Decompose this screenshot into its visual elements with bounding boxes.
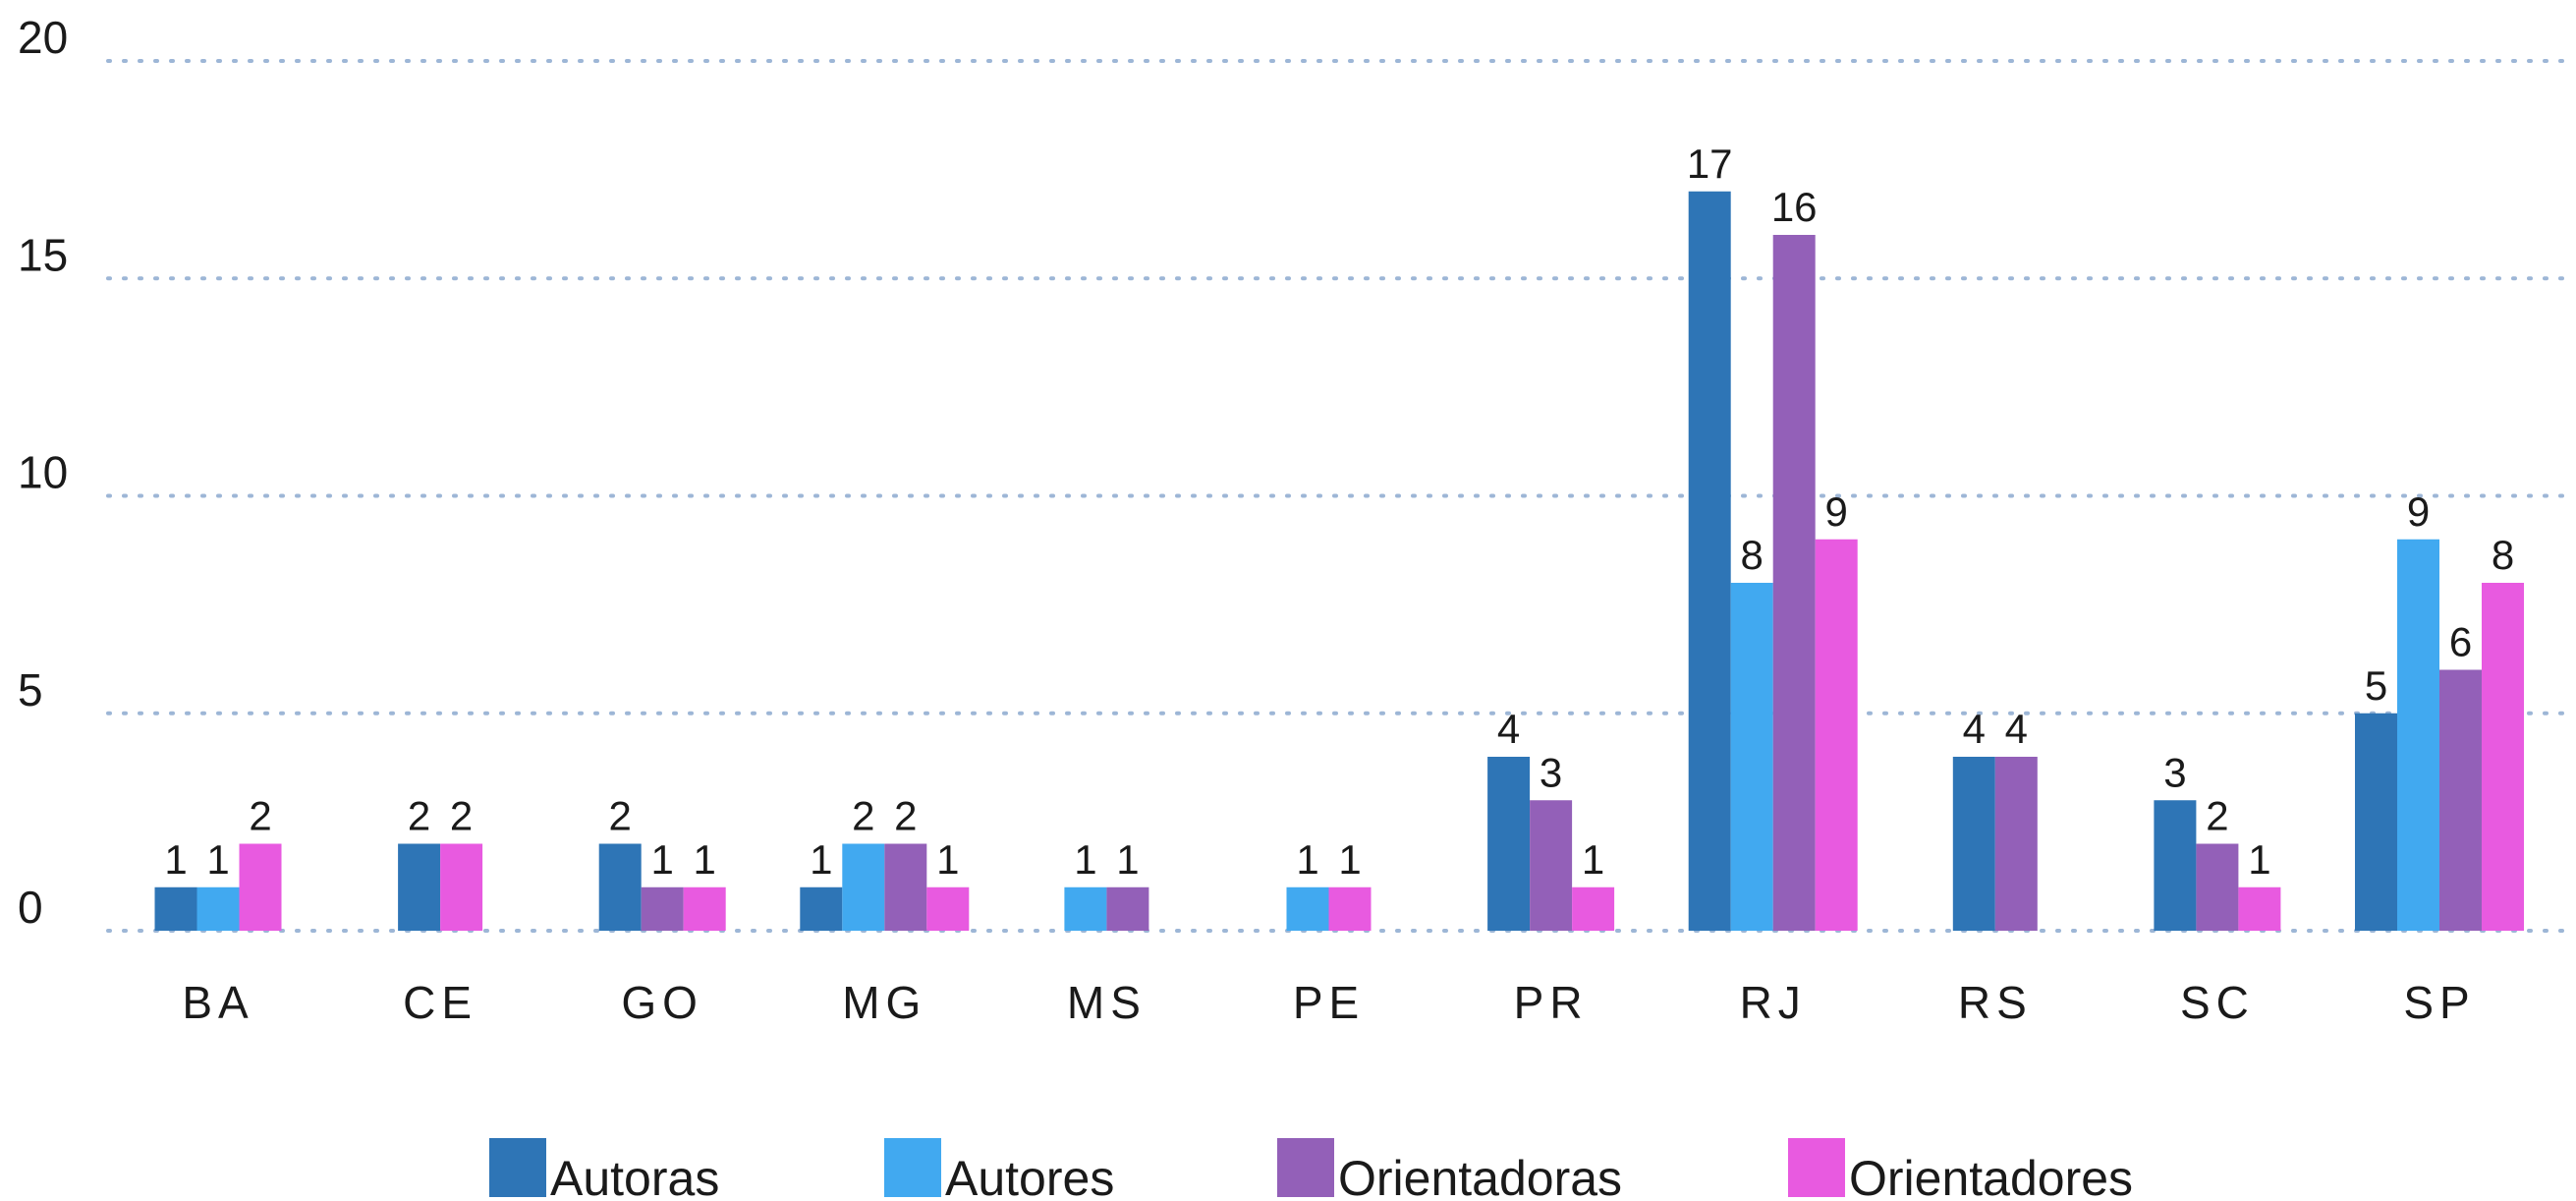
data-label: 1 xyxy=(1296,836,1318,883)
data-label: 2 xyxy=(408,793,430,839)
bar-RJ-orientadoras xyxy=(1772,235,1816,931)
data-label: 1 xyxy=(1074,836,1096,883)
y-tick-label: 10 xyxy=(18,447,68,498)
bar-BA-autores xyxy=(196,886,240,931)
data-label: 1 xyxy=(1582,836,1604,883)
bar-SC-orientadores xyxy=(2238,886,2281,931)
x-tick-label: RS xyxy=(1958,977,2033,1028)
x-tick-label: BA xyxy=(182,977,253,1028)
x-tick-label: GO xyxy=(621,977,703,1028)
bar-SP-autoras xyxy=(2355,713,2397,931)
y-tick-label: 0 xyxy=(18,882,43,933)
bar-SP-autores xyxy=(2397,539,2439,931)
data-label: 1 xyxy=(2248,836,2270,883)
x-tick-label: SC xyxy=(2180,977,2255,1028)
bar-GO-autoras xyxy=(598,843,642,931)
data-label: 1 xyxy=(651,836,674,883)
bar-SP-orientadoras xyxy=(2439,669,2482,931)
bar-MG-orientadoras xyxy=(884,843,927,931)
bar-MG-orientadores xyxy=(926,886,970,931)
bar-RS-autoras xyxy=(1952,757,1995,931)
bar-RJ-orientadores xyxy=(1815,539,1858,931)
legend-label-orientadores: Orientadores xyxy=(1849,1151,2133,1201)
gridlines xyxy=(106,59,2571,933)
data-label: 1 xyxy=(164,836,187,883)
data-label: 2 xyxy=(609,793,632,839)
y-tick-label: 5 xyxy=(18,664,43,715)
x-tick-label: PE xyxy=(1293,977,1365,1028)
x-tick-label: CE xyxy=(403,977,477,1028)
data-label: 4 xyxy=(2005,706,2028,752)
bar-GO-orientadores xyxy=(683,886,726,931)
bar-PE-autores xyxy=(1286,886,1329,931)
data-label: 2 xyxy=(894,793,917,839)
data-label: 1 xyxy=(1338,836,1361,883)
y-tick-label: 15 xyxy=(18,229,68,280)
data-label: 9 xyxy=(2407,488,2430,535)
y-axis-ticks: 0 5 10 15 20 xyxy=(18,12,68,933)
x-tick-label: MS xyxy=(1067,977,1147,1028)
data-label: 1 xyxy=(206,836,229,883)
bar-MG-autores xyxy=(842,843,885,931)
legend-swatch-orientadoras xyxy=(1277,1138,1334,1197)
data-label: 2 xyxy=(852,793,874,839)
data-label: 3 xyxy=(1540,749,1562,795)
x-tick-label: RJ xyxy=(1740,977,1807,1028)
legend: Autoras Autores Orientadoras Orientadores xyxy=(489,1138,2133,1201)
y-tick-label: 20 xyxy=(18,12,68,63)
data-label: 3 xyxy=(2163,749,2186,795)
bar-PR-orientadores xyxy=(1572,886,1615,931)
data-label: 1 xyxy=(936,836,959,883)
data-label: 9 xyxy=(1825,488,1848,535)
x-tick-label: SP xyxy=(2403,977,2475,1028)
data-label: 4 xyxy=(1963,706,1986,752)
data-label: 5 xyxy=(2365,662,2387,709)
legend-label-orientadoras: Orientadoras xyxy=(1338,1151,1622,1201)
bar-SC-orientadoras xyxy=(2196,843,2239,931)
data-label: 8 xyxy=(1741,532,1764,578)
data-label: 1 xyxy=(694,836,716,883)
data-label: 17 xyxy=(1687,141,1733,187)
bar-PR-orientadoras xyxy=(1530,800,1573,931)
bar-GO-orientadoras xyxy=(641,886,684,931)
bar-CE-orientadores xyxy=(440,843,483,931)
data-label: 1 xyxy=(810,836,832,883)
data-label: 2 xyxy=(450,793,473,839)
bar-PE-orientadores xyxy=(1328,886,1372,931)
legend-swatch-autores xyxy=(884,1138,941,1197)
legend-label-autores: Autores xyxy=(945,1151,1114,1201)
x-tick-label: PR xyxy=(1514,977,1589,1028)
data-label: 8 xyxy=(2492,532,2514,578)
legend-swatch-autoras xyxy=(489,1138,546,1197)
data-label: 2 xyxy=(249,793,271,839)
legend-swatch-orientadores xyxy=(1788,1138,1845,1197)
data-label: 6 xyxy=(2449,619,2472,665)
data-label: 1 xyxy=(1116,836,1139,883)
bars xyxy=(154,191,2524,931)
bar-BA-orientadores xyxy=(239,843,282,931)
bar-SP-orientadores xyxy=(2482,583,2524,931)
bar-BA-autoras xyxy=(154,886,197,931)
data-label: 4 xyxy=(1497,706,1520,752)
bar-RJ-autores xyxy=(1730,583,1773,931)
data-label: 2 xyxy=(2206,793,2228,839)
x-axis-categories: BA CE GO MG MS PE PR RJ RS SC SP xyxy=(182,977,2475,1028)
bar-MG-autoras xyxy=(800,886,843,931)
bar-SC-autoras xyxy=(2154,800,2197,931)
bar-CE-autoras xyxy=(398,843,441,931)
bar-RS-orientadoras xyxy=(1994,757,2038,931)
bar-MS-autores xyxy=(1064,886,1107,931)
bar-RJ-autoras xyxy=(1688,191,1731,931)
bar-PR-autoras xyxy=(1487,757,1531,931)
legend-label-autoras: Autoras xyxy=(550,1151,719,1201)
data-label: 16 xyxy=(1771,184,1818,230)
bar-MS-orientadoras xyxy=(1106,886,1149,931)
x-tick-label: MG xyxy=(842,977,926,1028)
